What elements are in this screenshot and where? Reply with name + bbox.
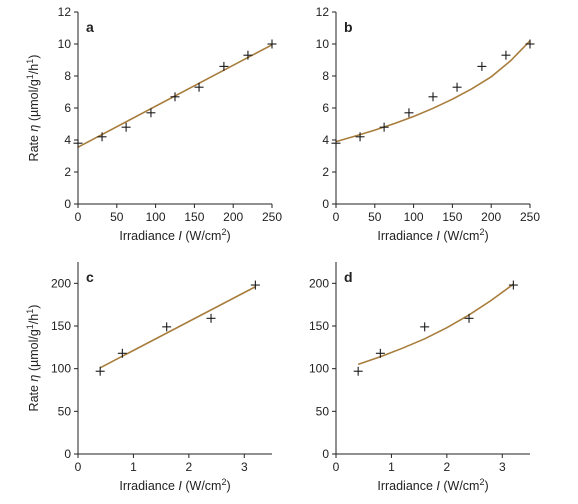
y-tick-label: 0 [64,197,71,211]
x-tick-label: 250 [520,210,540,224]
x-tick-label: 0 [75,210,82,224]
x-axis-label: Irradiance I (W/cm2) [119,227,230,243]
y-tick-label: 6 [64,101,71,115]
panel-d: 0 50 100 150 200 0 1 2 3 d Irradiance I (W/cm2) [309,262,530,493]
y-tick-label: 100 [51,362,71,376]
y-tick-label: 50 [316,404,330,418]
data-point [117,348,127,358]
y-tick-label: 4 [322,133,329,147]
data-point [121,122,131,132]
y-tick-label: 10 [316,37,330,51]
fit-line [357,283,514,366]
data-point [477,61,487,71]
x-tick-label: 250 [262,210,282,224]
y-tick-label: 4 [64,133,71,147]
x-tick-label: 50 [368,210,382,224]
data-point [501,50,511,60]
data-point [375,348,385,358]
data-point [452,82,462,92]
x-axis-label: Irradiance I (W/cm2) [119,477,230,493]
panel-letter: a [86,19,94,35]
x-axis-label: Irradiance I (W/cm2) [377,227,488,243]
y-tick-label: 2 [64,165,71,179]
x-tick-label: 200 [223,210,243,224]
data-point [464,313,474,323]
data-point [219,61,229,71]
y-tick-label: 200 [309,276,329,290]
fit-line [335,40,531,143]
x-axis-label: Irradiance I (W/cm2) [377,477,488,493]
data-point [194,82,204,92]
y-tick-label: 12 [58,5,72,19]
data-point [73,138,83,148]
panel-a: 0 2 4 6 8 10 12 0 50 100 150 200 250 a Irradiance I (W… [25,5,282,243]
x-tick-label: 150 [184,210,204,224]
data-point [428,92,438,102]
y-tick-label: 8 [322,69,329,83]
y-tick-label: 2 [322,165,329,179]
panel-letter: c [86,269,94,285]
y-axis-label: Rate η (µmol/g1/h1) [25,55,41,162]
x-tick-label: 0 [75,460,82,474]
data-point [243,50,253,60]
x-tick-label: 1 [388,460,395,474]
y-tick-label: 0 [322,197,329,211]
data-point [525,39,535,49]
y-tick-label: 8 [64,69,71,83]
panel-b: 0 2 4 6 8 10 12 0 50 100 150 200 250 b Irradiance I (W… [316,5,541,243]
data-point [170,92,180,102]
y-tick-label: 100 [309,362,329,376]
data-point [379,122,389,132]
data-point [146,108,156,118]
y-tick-label: 50 [58,404,72,418]
x-tick-label: 3 [241,460,248,474]
data-point [95,366,105,376]
data-point [250,280,260,290]
y-tick-label: 10 [58,37,72,51]
y-axis-label: Rate η (µmol/g1/h1) [25,305,41,412]
y-tick-label: 200 [51,276,71,290]
data-point [355,132,365,142]
y-tick-label: 6 [322,101,329,115]
x-tick-label: 2 [186,460,193,474]
x-tick-label: 150 [442,210,462,224]
data-point [404,108,414,118]
x-tick-label: 200 [481,210,501,224]
panel-letter: d [344,269,353,285]
data-point [508,280,518,290]
y-tick-label: 0 [64,447,71,461]
data-point [331,138,341,148]
x-tick-label: 2 [444,460,451,474]
data-point [420,322,430,332]
panel-c: 0 50 100 150 200 0 1 2 3 c Irradiance I (W/cm2) Rat… [25,262,272,493]
x-tick-label: 100 [146,210,166,224]
data-point [162,322,172,332]
x-tick-label: 0 [333,460,340,474]
y-tick-label: 150 [51,319,71,333]
panel-letter: b [344,19,353,35]
data-point [353,366,363,376]
y-tick-label: 150 [309,319,329,333]
x-tick-label: 50 [110,210,124,224]
data-point [206,313,216,323]
x-tick-label: 3 [499,460,506,474]
data-point [97,132,107,142]
data-point [267,39,277,49]
y-tick-label: 12 [316,5,330,19]
x-tick-label: 0 [333,210,340,224]
x-tick-label: 100 [404,210,424,224]
y-tick-label: 0 [322,447,329,461]
x-tick-label: 1 [130,460,137,474]
fit-line [99,286,256,369]
